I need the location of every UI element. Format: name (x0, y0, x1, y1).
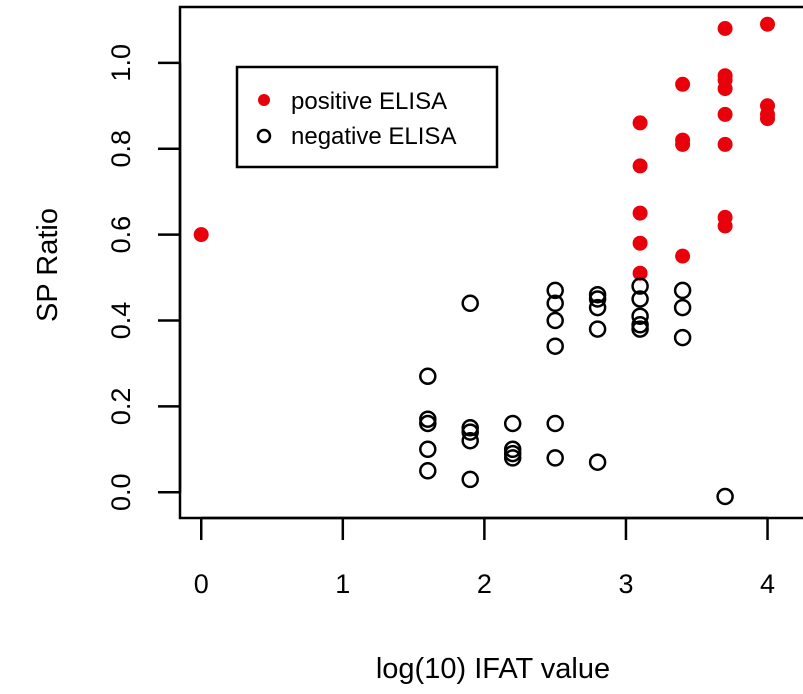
plot-marks (193, 16, 775, 506)
negative-point-3 (419, 440, 437, 459)
negative-point-26 (631, 290, 649, 308)
x-axis-label: log(10) IFAT value (376, 653, 610, 685)
negative-point-13 (503, 449, 522, 467)
negative-point-24 (588, 453, 607, 471)
positive-point-1 (632, 115, 648, 131)
positive-point-8 (675, 136, 691, 152)
negative-point-18 (546, 414, 564, 433)
positive-point-4 (632, 235, 648, 251)
negative-point-22 (588, 298, 607, 317)
positive-point-3 (632, 205, 648, 221)
negative-point-21 (588, 290, 607, 308)
negative-point-33 (716, 487, 734, 506)
x-tick-label-1: 1 (335, 569, 350, 599)
legend: positive ELISA negative ELISA (235, 65, 499, 169)
x-tick-label-0: 0 (194, 569, 209, 599)
positive-point-18 (760, 16, 775, 32)
positive-point-5 (632, 265, 648, 281)
negative-point-19 (546, 449, 564, 467)
negative-point-4 (419, 462, 437, 480)
negative-point-17 (546, 337, 564, 355)
legend-negative-label: negative ELISA (291, 123, 456, 150)
negative-point-31 (673, 298, 692, 317)
y-tick-label-0: 0.0 (106, 473, 136, 511)
positive-point-2 (632, 158, 648, 174)
negative-point-15 (546, 294, 564, 313)
negative-point-8 (461, 431, 479, 450)
negative-point-10 (503, 414, 522, 433)
positive-point-0 (193, 227, 209, 243)
negative-point-25 (631, 277, 649, 295)
negative-point-2 (419, 414, 437, 433)
y-tick-label-4: 0.8 (106, 130, 136, 168)
axes: 0 1 2 3 4 0.0 0.2 0.4 0.6 0.8 1.0 (106, 44, 775, 599)
negative-point-30 (673, 281, 692, 300)
positive-point-21 (760, 111, 775, 127)
negative-point-29 (631, 320, 649, 338)
positive-point-13 (717, 81, 733, 97)
x-tick-label-2: 2 (477, 569, 492, 599)
negative-point-9 (461, 470, 479, 489)
negative-point-7 (461, 423, 479, 441)
negative-point-27 (631, 307, 649, 325)
positive-point-9 (675, 248, 691, 264)
negative-point-32 (673, 328, 692, 347)
negative-point-23 (588, 320, 607, 338)
positive-point-17 (717, 218, 733, 234)
positive-point-15 (717, 136, 733, 152)
legend-positive-marker (258, 94, 270, 106)
x-tick-label-4: 4 (760, 569, 775, 599)
x-tick-label-3: 3 (618, 569, 633, 599)
legend-positive-label: positive ELISA (291, 88, 447, 115)
positive-point-6 (675, 76, 691, 92)
y-tick-label-2: 0.4 (106, 302, 136, 340)
positive-point-14 (717, 106, 733, 122)
negative-point-5 (461, 294, 479, 313)
negative-point-0 (419, 367, 437, 386)
y-tick-label-3: 0.6 (106, 216, 136, 254)
y-axis-label: SP Ratio (32, 208, 64, 322)
negative-point-16 (546, 311, 564, 330)
y-tick-label-1: 0.2 (106, 388, 136, 426)
negative-point-14 (546, 281, 564, 300)
legend-negative-marker (256, 128, 272, 144)
positive-point-10 (717, 21, 733, 36)
legend-box (235, 65, 499, 169)
y-tick-label-5: 1.0 (106, 44, 136, 82)
